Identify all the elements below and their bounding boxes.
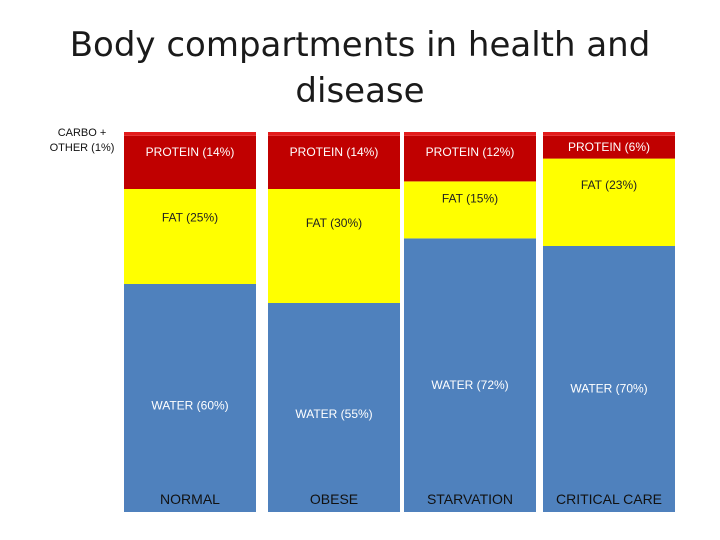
- segment-label-fat-obese: FAT (30%): [306, 216, 362, 230]
- segment-label-water-starvation: WATER (72%): [431, 378, 508, 392]
- category-label-starvation: STARVATION: [427, 491, 513, 507]
- segment-label-fat-normal: FAT (25%): [162, 211, 218, 225]
- segment-label-protein-normal: PROTEIN (14%): [146, 145, 235, 159]
- segment-label-fat-starvation: FAT (15%): [442, 192, 498, 206]
- category-label-critical-care: CRITICAL CARE: [556, 491, 662, 507]
- bar-segment-water-starvation: [404, 238, 536, 512]
- bar-segment-fat-obese: [268, 189, 400, 303]
- category-label-normal: NORMAL: [160, 491, 220, 507]
- segment-label-protein-starvation: PROTEIN (12%): [426, 145, 515, 159]
- category-label-obese: OBESE: [310, 491, 358, 507]
- bar-segment-other-obese: [268, 132, 400, 136]
- bar-segment-other-critical-care: [543, 132, 675, 136]
- bar-segment-water-critical-care: [543, 246, 675, 512]
- segment-label-water-normal: WATER (60%): [151, 398, 228, 412]
- bar-segment-protein-critical-care: [543, 135, 675, 159]
- bar-segment-fat-critical-care: [543, 158, 675, 246]
- segment-label-protein-obese: PROTEIN (14%): [290, 145, 379, 159]
- segment-label-protein-critical-care: PROTEIN (6%): [568, 140, 650, 154]
- segment-label-fat-critical-care: FAT (23%): [581, 178, 637, 192]
- bar-segment-protein-starvation: [404, 135, 536, 182]
- bar-segment-water-normal: [124, 284, 256, 512]
- bar-segment-fat-normal: [124, 189, 256, 284]
- segment-label-water-critical-care: WATER (70%): [570, 381, 647, 395]
- bar-segment-water-obese: [268, 303, 400, 512]
- bar-segment-protein-obese: [268, 135, 400, 189]
- carbo-other-label: CARBO + OTHER (1%): [49, 127, 115, 154]
- segment-label-water-obese: WATER (55%): [295, 407, 372, 421]
- bar-segment-other-normal: [124, 132, 256, 136]
- bar-segment-other-starvation: [404, 132, 536, 136]
- chart-title: Body compartments in health and disease: [69, 25, 651, 111]
- bar-segment-fat-starvation: [404, 181, 536, 239]
- bar-segment-protein-normal: [124, 135, 256, 189]
